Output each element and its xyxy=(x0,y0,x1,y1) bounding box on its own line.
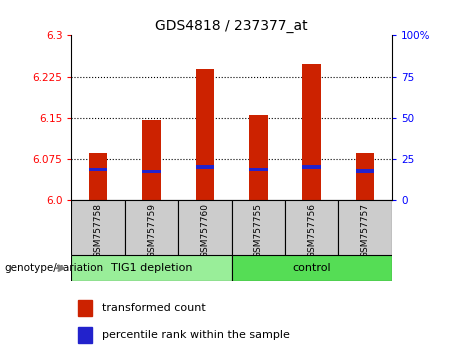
Bar xyxy=(249,168,268,171)
Text: GSM757758: GSM757758 xyxy=(94,203,103,258)
Bar xyxy=(178,200,231,255)
Text: transformed count: transformed count xyxy=(102,303,206,313)
Text: GSM757755: GSM757755 xyxy=(254,203,263,258)
Bar xyxy=(356,169,374,172)
Text: GSM757756: GSM757756 xyxy=(307,203,316,258)
Bar xyxy=(302,64,321,200)
Bar xyxy=(71,255,231,281)
Bar xyxy=(338,200,392,255)
Bar xyxy=(231,255,392,281)
Bar xyxy=(356,153,374,200)
Bar xyxy=(89,168,107,171)
Bar xyxy=(231,200,285,255)
Bar xyxy=(89,153,107,200)
Title: GDS4818 / 237377_at: GDS4818 / 237377_at xyxy=(155,19,308,33)
Bar xyxy=(71,200,125,255)
Bar xyxy=(142,120,161,200)
Text: percentile rank within the sample: percentile rank within the sample xyxy=(102,330,290,340)
Text: control: control xyxy=(292,263,331,273)
Bar xyxy=(195,69,214,200)
Bar xyxy=(142,170,161,173)
Text: GSM757757: GSM757757 xyxy=(361,203,370,258)
Text: GSM757760: GSM757760 xyxy=(201,203,209,258)
Text: GSM757759: GSM757759 xyxy=(147,203,156,258)
Text: TIG1 depletion: TIG1 depletion xyxy=(111,263,192,273)
Bar xyxy=(78,327,92,343)
Text: genotype/variation: genotype/variation xyxy=(5,263,104,273)
Bar xyxy=(195,165,214,169)
Bar xyxy=(78,300,92,316)
Bar xyxy=(302,165,321,169)
Bar xyxy=(125,200,178,255)
Bar xyxy=(285,200,338,255)
Bar xyxy=(249,115,268,200)
